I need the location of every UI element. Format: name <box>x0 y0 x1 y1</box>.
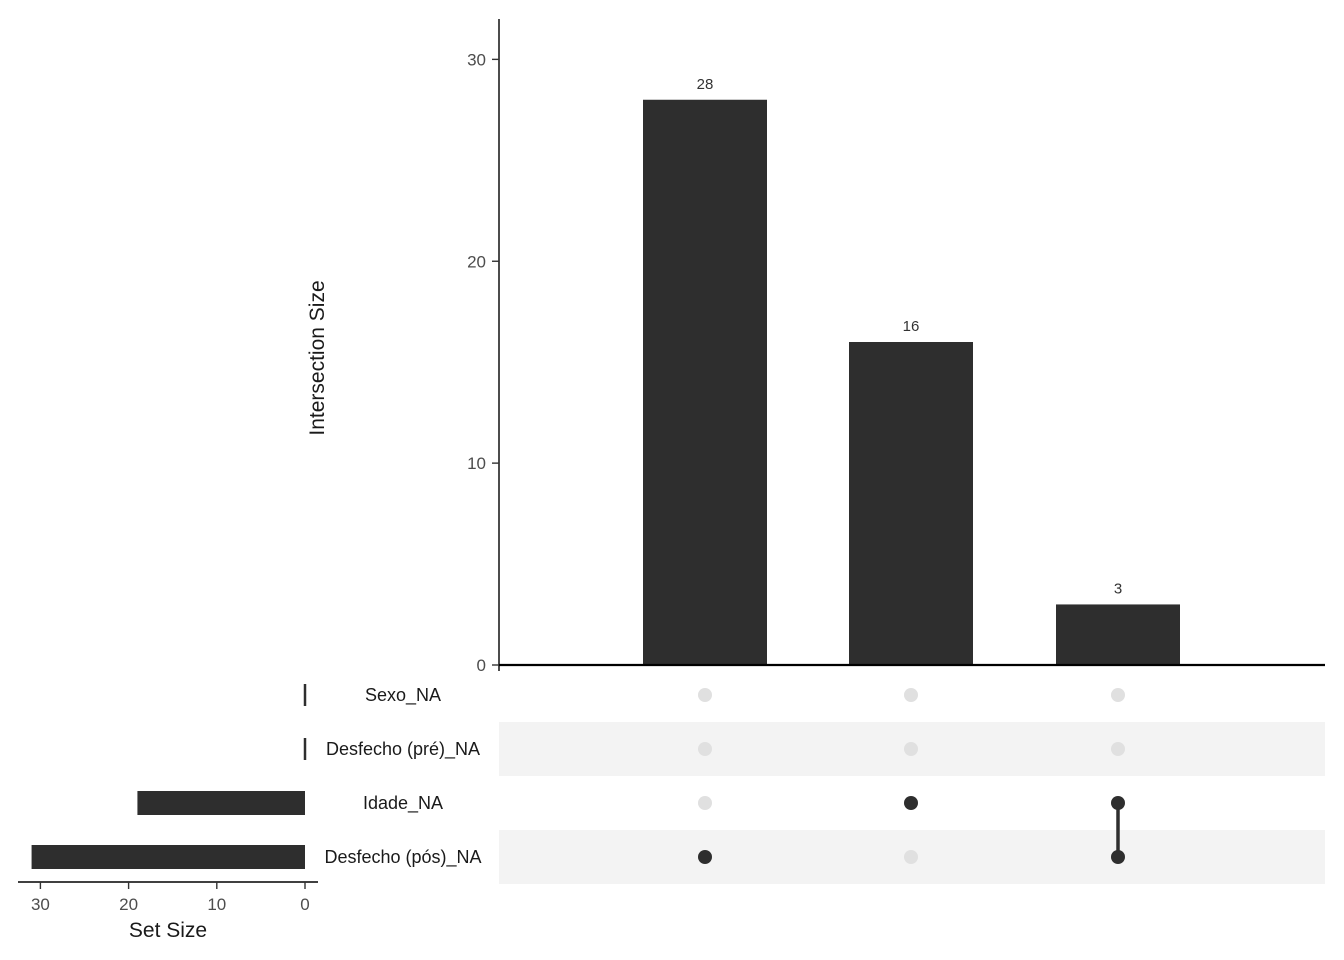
set-axis-tick-label: 30 <box>31 895 50 914</box>
set-axis-tick-label: 20 <box>119 895 138 914</box>
matrix-dot-active <box>698 850 712 864</box>
matrix-dot-active <box>1111 850 1125 864</box>
matrix-dot-inactive <box>1111 688 1125 702</box>
set-label: Desfecho (pré)_NA <box>326 739 480 760</box>
intersection-bar-labels: 28 16 3 <box>697 76 1123 598</box>
intersection-matrix <box>698 688 1125 864</box>
intersection-bar <box>849 342 973 665</box>
set-size-axis-title: Set Size <box>129 919 207 942</box>
set-label: Sexo_NA <box>365 685 441 706</box>
intersection-bar <box>1056 604 1180 665</box>
y-tick-label: 10 <box>467 454 486 473</box>
matrix-dot-inactive <box>904 850 918 864</box>
y-tick-label: 0 <box>477 656 486 675</box>
y-tick-label: 30 <box>467 50 486 69</box>
intersection-bar-value: 16 <box>903 318 920 335</box>
set-axis-tick-label: 10 <box>207 895 226 914</box>
matrix-dot-inactive <box>1111 742 1125 756</box>
matrix-dot-inactive <box>698 742 712 756</box>
intersection-bar-value: 28 <box>697 76 714 93</box>
set-label: Idade_NA <box>363 793 443 814</box>
set-size-bar <box>137 791 305 815</box>
intersection-y-axis: 0 10 20 30 <box>467 19 1325 675</box>
set-size-x-axis: 30 20 10 0 <box>18 881 318 914</box>
set-size-bar <box>31 845 306 869</box>
set-size-bars <box>31 684 307 869</box>
matrix-dot-active <box>1111 796 1125 810</box>
intersection-bar <box>643 99 767 665</box>
intersection-bar-value: 3 <box>1114 580 1122 597</box>
matrix-dot-inactive <box>698 688 712 702</box>
set-label: Desfecho (pós)_NA <box>324 847 481 868</box>
intersection-y-axis-title: Intersection Size <box>306 280 329 435</box>
intersection-bars <box>643 99 1180 665</box>
matrix-dot-inactive <box>904 742 918 756</box>
y-tick-label: 20 <box>467 252 486 271</box>
set-name-labels: Sexo_NA Desfecho (pré)_NA Idade_NA Desfecho… <box>324 685 481 868</box>
matrix-dot-inactive <box>904 688 918 702</box>
set-axis-tick-label: 0 <box>300 895 309 914</box>
matrix-dot-inactive <box>698 796 712 810</box>
matrix-dot-active <box>904 796 918 810</box>
